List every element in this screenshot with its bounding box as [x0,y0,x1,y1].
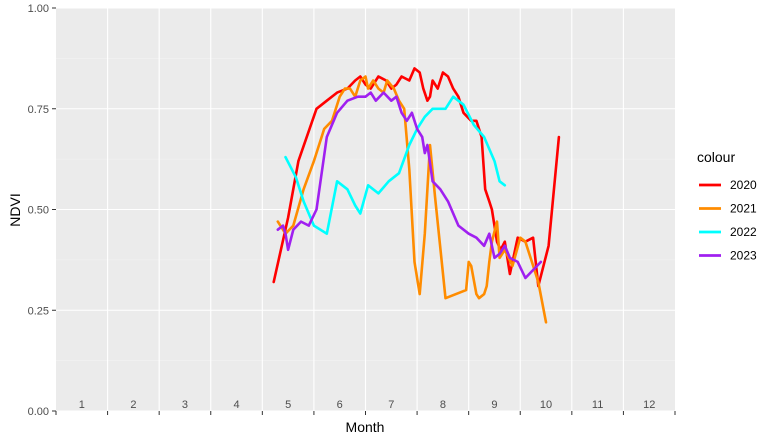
legend-label-2022: 2022 [730,225,757,239]
y-tick-label: 0.75 [28,104,49,116]
month-label: 4 [233,399,239,411]
y-tick-label: 0.25 [28,305,49,317]
legend-label-2021: 2021 [730,202,757,216]
series-line-2022 [284,95,507,235]
series-lines [272,67,561,324]
month-label: 10 [540,399,552,411]
month-label: 9 [491,399,497,411]
series-line-2021 [276,75,548,324]
month-label: 7 [388,399,394,411]
month-labels: 1 2 3 4 5 6 7 8 9 10 11 12 [79,399,656,411]
grid-lines [56,7,675,412]
month-label: 11 [592,399,603,411]
legend-label-2020: 2020 [730,178,757,192]
month-label: 1 [79,399,85,411]
legend-title: colour [697,149,735,165]
y-tick-label: 0.50 [28,205,49,217]
legend-label-2023: 2023 [730,249,757,263]
legend: colour 2020 2021 2022 2023 [697,149,757,263]
y-tick-label: 0.00 [28,406,49,418]
month-label: 12 [643,399,655,411]
series-line-2020 [272,67,561,288]
month-label: 8 [440,399,446,411]
month-label: 6 [337,399,343,411]
y-axis-title: NDVI [7,193,23,226]
y-tick-label: 1.00 [28,3,49,15]
series-line-2023 [276,91,543,280]
month-label: 2 [130,399,136,411]
month-label: 5 [285,399,291,411]
axes: 0.00 0.25 0.50 0.75 1.00 [28,3,676,418]
x-axis-title: Month [346,419,385,435]
legend-items: 2020 2021 2022 2023 [699,178,757,263]
month-label: 3 [182,399,188,411]
